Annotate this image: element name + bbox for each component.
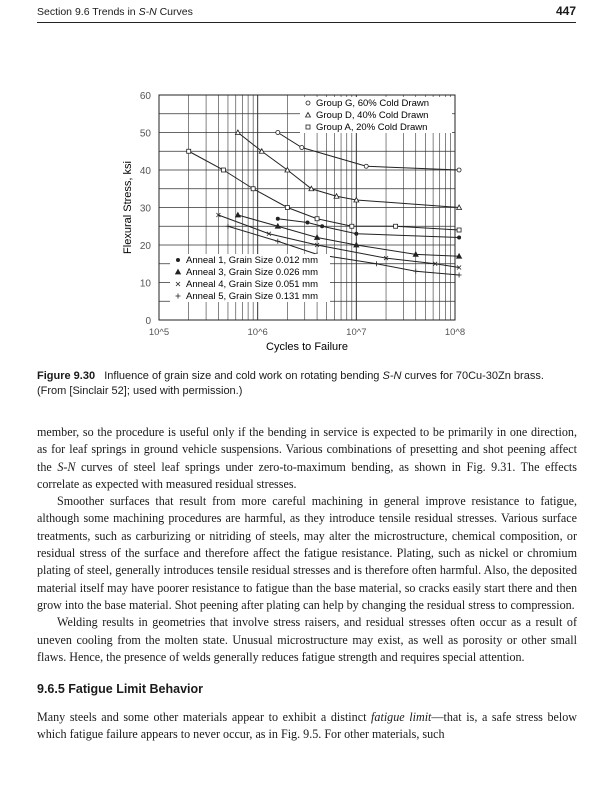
y-axis-label: Flexural Stress, ksi xyxy=(122,161,134,254)
data-point xyxy=(175,293,181,299)
data-point xyxy=(284,166,291,173)
data-point xyxy=(314,242,320,248)
page-number: 447 xyxy=(555,4,576,18)
data-point xyxy=(176,258,180,262)
data-point xyxy=(456,265,462,270)
x-tick-label: 10^7 xyxy=(346,327,366,338)
data-point xyxy=(354,231,359,236)
data-point xyxy=(308,185,315,192)
y-tick-label: 20 xyxy=(140,241,152,252)
data-point xyxy=(234,211,242,218)
legend-bg xyxy=(300,121,452,133)
legend-bg xyxy=(170,290,330,302)
data-point xyxy=(221,167,226,173)
data-point xyxy=(266,231,272,237)
data-point xyxy=(275,216,280,221)
data-point xyxy=(412,251,419,257)
x-axis-label: Cycles to Failure xyxy=(266,341,348,353)
data-point xyxy=(363,163,369,169)
data-point xyxy=(234,129,242,135)
sn-curve-chart: 0 10 20 30 40 50 60 10^5 10^6 10^7 10^8 Cycles to F… xyxy=(122,91,465,353)
data-point xyxy=(333,192,340,199)
x-tick-label: 10^6 xyxy=(248,327,268,338)
figure-caption: Figure 9.30 Influence of grain size and … xyxy=(37,370,544,397)
legend-bg xyxy=(170,254,330,266)
x-tick-label: 10^8 xyxy=(445,327,465,338)
data-point xyxy=(313,234,321,240)
x-tick-label: 10^5 xyxy=(149,327,169,338)
data-point xyxy=(393,223,398,229)
data-point xyxy=(455,252,463,259)
data-point xyxy=(456,227,462,233)
data-point xyxy=(456,272,462,278)
data-point xyxy=(304,111,312,118)
legend-entry: Group G, 60% Cold Drawn xyxy=(316,98,429,109)
data-point xyxy=(457,235,462,240)
data-point xyxy=(274,222,281,229)
data-point xyxy=(305,100,311,106)
legend-entry: Group A, 20% Cold Drawn xyxy=(316,122,427,133)
data-point xyxy=(284,205,290,210)
y-tick-label: 0 xyxy=(145,316,151,327)
y-tick-label: 10 xyxy=(140,279,152,290)
header-rule xyxy=(37,22,576,23)
section-heading: 9.6.5 Fatigue Limit Behavior xyxy=(37,682,204,696)
legend-entry: Anneal 5, Grain Size 0.131 mm xyxy=(186,291,318,302)
data-point xyxy=(349,223,355,229)
data-point xyxy=(174,268,182,275)
data-point xyxy=(413,268,419,274)
paragraph: member, so the procedure is useful only … xyxy=(37,425,577,491)
data-point xyxy=(353,196,360,203)
data-point xyxy=(353,241,360,248)
data-point xyxy=(383,255,389,261)
series-line xyxy=(227,225,460,276)
legend-bg xyxy=(300,97,452,109)
legend-bg xyxy=(170,278,330,290)
data-point xyxy=(305,220,310,225)
data-point xyxy=(455,204,463,210)
data-point xyxy=(186,148,192,154)
data-point xyxy=(373,261,379,267)
y-tick-label: 40 xyxy=(140,166,152,177)
y-tick-label: 60 xyxy=(140,91,152,102)
series-line xyxy=(218,214,460,268)
data-point xyxy=(175,281,181,287)
data-point xyxy=(320,224,325,229)
data-point xyxy=(275,238,281,244)
legend-entry: Group D, 40% Cold Drawn xyxy=(316,110,428,121)
body-text: Many steels and some other materials app… xyxy=(37,709,577,744)
running-header: Section 9.6 Trends in S-N Curves xyxy=(37,6,193,18)
legend-bg xyxy=(170,266,330,278)
legend-entry: Anneal 3, Grain Size 0.026 mm xyxy=(186,267,318,278)
data-point xyxy=(275,130,281,135)
series-line xyxy=(277,132,460,171)
data-point xyxy=(456,167,462,173)
data-point xyxy=(299,145,305,150)
data-point xyxy=(314,216,320,222)
data-point xyxy=(225,223,231,229)
y-tick-label: 50 xyxy=(140,129,152,140)
legend-entry: Anneal 4, Grain Size 0.051 mm xyxy=(186,279,318,290)
paragraph: Many steels and some other materials app… xyxy=(37,710,578,742)
y-tick-label: 30 xyxy=(140,204,152,215)
paragraph: Smoother surfaces that result from more … xyxy=(37,494,577,612)
series-line xyxy=(188,150,460,231)
data-point xyxy=(216,212,221,218)
series-line xyxy=(237,214,460,257)
data-point xyxy=(250,186,256,192)
legend-entry: Anneal 1, Grain Size 0.012 mm xyxy=(186,255,318,266)
legend-bg xyxy=(300,109,452,121)
paragraph: Welding results in geometries that invol… xyxy=(37,615,577,664)
body-text: member, so the procedure is useful only … xyxy=(37,424,577,666)
data-point xyxy=(432,261,438,267)
data-point xyxy=(305,124,311,130)
data-point xyxy=(258,147,265,154)
